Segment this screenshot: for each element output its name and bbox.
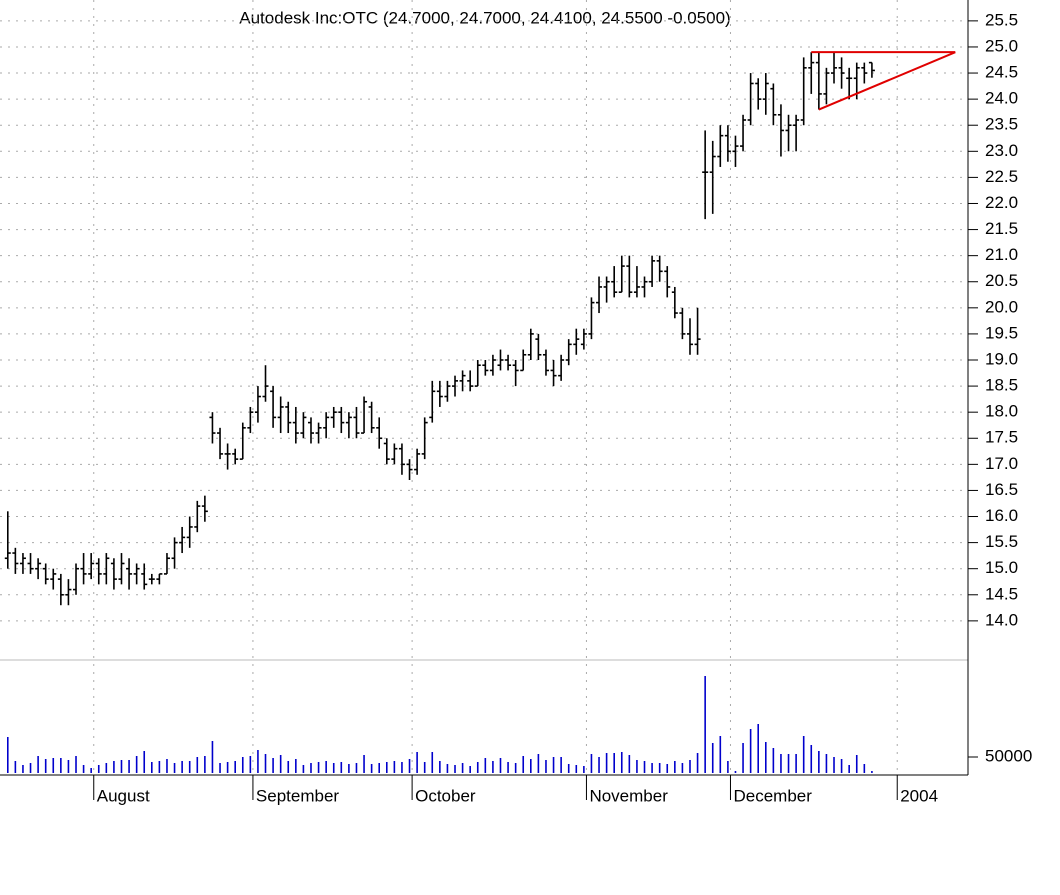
x-tick-label: 2004 [900,786,938,805]
x-tick-label: September [256,786,339,805]
x-tick-label: December [733,786,812,805]
y-tick-label: 19.5 [985,323,1018,342]
y-tick-label: 18.0 [985,402,1018,421]
y-tick-label: 24.5 [985,63,1018,82]
y-tick-label: 25.0 [985,36,1018,55]
y-tick-label: 14.0 [985,610,1018,629]
y-tick-label: 20.0 [985,297,1018,316]
y-tick-label: 21.0 [985,245,1018,264]
y-tick-label: 15.5 [985,532,1018,551]
y-tick-label: 21.5 [985,219,1018,238]
y-tick-label: 50000 [985,746,1032,765]
chart-title: Autodesk Inc:OTC (24.7000, 24.7000, 24.4… [239,8,730,27]
y-tick-label: 14.5 [985,584,1018,603]
trend-line [818,51,956,111]
y-tick-label: 15.0 [985,558,1018,577]
y-tick-label: 16.5 [985,480,1018,499]
y-tick-label: 17.0 [985,454,1018,473]
y-tick-label: 22.0 [985,193,1018,212]
y-tick-label: 24.0 [985,89,1018,108]
x-tick-label: August [97,786,150,805]
y-tick-label: 25.5 [985,10,1018,29]
y-tick-label: 19.0 [985,349,1018,368]
y-tick-label: 20.5 [985,271,1018,290]
y-tick-label: 16.0 [985,506,1018,525]
y-tick-label: 22.5 [985,167,1018,186]
y-tick-label: 17.5 [985,428,1018,447]
x-tick-label: November [589,786,668,805]
x-tick-label: October [415,786,476,805]
y-tick-label: 23.0 [985,141,1018,160]
y-tick-label: 18.5 [985,376,1018,395]
y-tick-label: 23.5 [985,115,1018,134]
